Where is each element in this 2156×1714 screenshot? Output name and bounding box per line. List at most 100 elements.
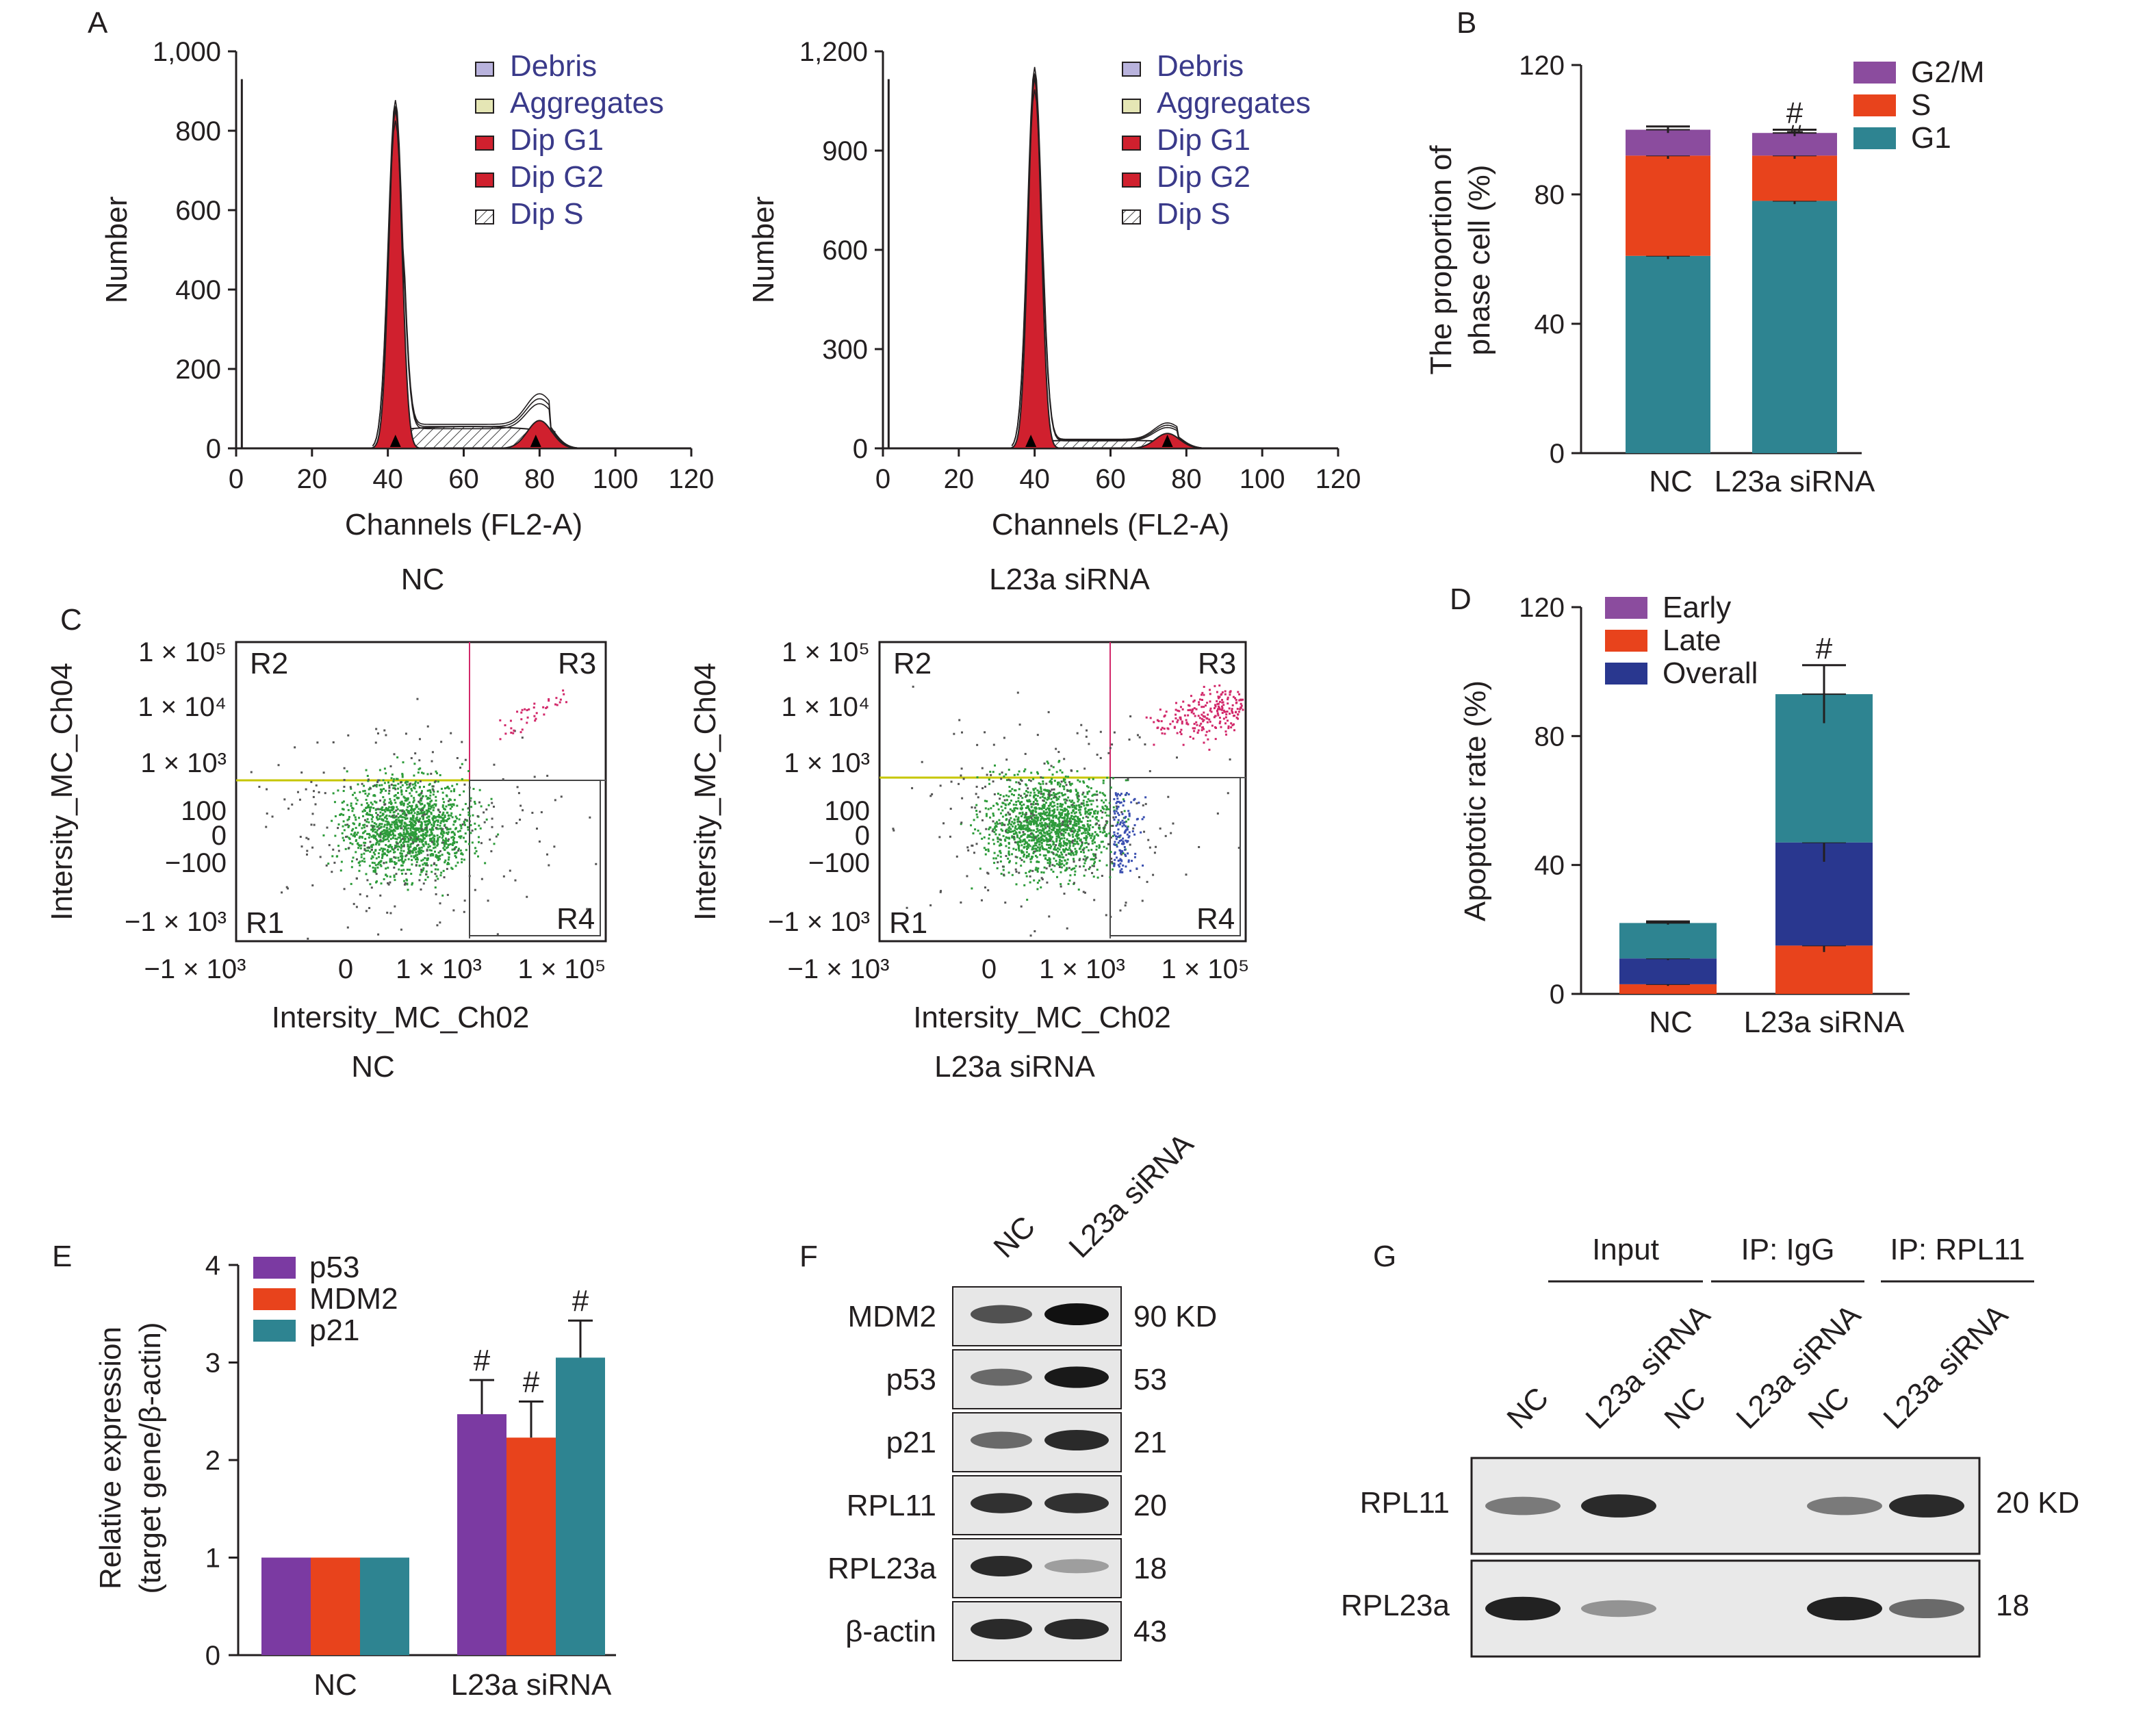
event-dot — [1069, 874, 1072, 877]
event-dot — [480, 878, 483, 880]
event-dot — [385, 861, 388, 864]
event-dot — [405, 813, 408, 816]
event-dot — [432, 819, 435, 821]
event-dot — [1058, 854, 1061, 857]
event-dot — [1192, 700, 1195, 703]
event-dot — [1201, 717, 1203, 720]
event-dot — [440, 832, 443, 834]
event-dot — [398, 836, 401, 839]
event-dot — [1014, 789, 1017, 792]
event-dot — [512, 732, 515, 734]
event-dot — [1027, 855, 1030, 858]
event-dot — [1077, 800, 1079, 803]
event-dot — [392, 851, 395, 854]
event-dot — [1104, 834, 1107, 837]
event-dot — [378, 840, 381, 843]
event-dot — [333, 801, 336, 804]
event-dot — [428, 803, 431, 806]
event-dot — [405, 823, 408, 826]
event-dot — [1031, 809, 1034, 812]
event-dot — [346, 819, 349, 821]
event-dot — [389, 860, 392, 863]
event-dot — [441, 806, 444, 808]
event-dot — [1048, 827, 1051, 830]
event-dot — [1033, 821, 1036, 824]
event-dot — [1008, 852, 1010, 855]
event-dot — [1053, 815, 1056, 817]
event-dot — [1124, 793, 1127, 796]
event-dot — [1125, 779, 1127, 782]
event-dot — [1049, 790, 1052, 793]
event-dot — [1050, 782, 1053, 785]
x-tick-label: 100 — [1240, 464, 1285, 494]
event-dot — [1057, 781, 1060, 784]
event-dot — [1167, 795, 1170, 798]
event-dot — [444, 861, 446, 864]
event-dot — [1036, 839, 1038, 841]
event-dot — [1034, 819, 1036, 822]
event-dot — [450, 790, 452, 793]
event-dot — [1036, 882, 1039, 884]
event-dot — [1037, 867, 1040, 870]
event-dot — [1016, 828, 1018, 830]
event-dot — [1080, 850, 1083, 853]
blot-band — [1485, 1596, 1561, 1621]
event-dot — [1078, 830, 1081, 832]
event-dot — [428, 828, 431, 831]
event-dot — [1209, 709, 1211, 712]
lane-label: NC — [1658, 1381, 1712, 1435]
event-dot — [939, 784, 942, 787]
event-dot — [1034, 869, 1037, 871]
event-dot — [403, 840, 406, 843]
event-dot — [1231, 711, 1233, 714]
event-dot — [363, 860, 366, 863]
event-dot — [413, 763, 416, 765]
event-dot — [374, 869, 376, 871]
event-dot — [291, 803, 294, 806]
event-dot — [1070, 801, 1073, 804]
event-dot — [1052, 823, 1055, 826]
event-dot — [1029, 860, 1032, 863]
event-dot — [331, 871, 333, 873]
event-dot — [455, 851, 458, 854]
event-dot — [1006, 799, 1009, 802]
event-dot — [976, 743, 979, 746]
event-dot — [1014, 819, 1016, 821]
event-dot — [1066, 849, 1069, 852]
event-dot — [1119, 852, 1122, 855]
event-dot — [441, 894, 444, 897]
event-dot — [1218, 708, 1220, 711]
event-dot — [491, 802, 493, 804]
event-dot — [1055, 832, 1057, 835]
event-dot — [1226, 711, 1229, 713]
event-dot — [1100, 809, 1103, 812]
event-dot — [374, 871, 376, 873]
event-dot — [1135, 867, 1138, 870]
y-tick-label: 0 — [206, 434, 221, 464]
event-dot — [1015, 815, 1018, 818]
event-dot — [1216, 691, 1218, 693]
event-dot — [382, 837, 385, 840]
event-dot — [1070, 811, 1073, 814]
event-dot — [1041, 847, 1044, 850]
event-dot — [1127, 826, 1129, 828]
event-dot — [379, 834, 382, 836]
event-dot — [467, 769, 470, 772]
event-dot — [1124, 904, 1127, 907]
event-dot — [1068, 847, 1071, 849]
event-dot — [986, 800, 988, 803]
event-dot — [1118, 800, 1120, 803]
event-dot — [411, 823, 414, 826]
event-dot — [1040, 807, 1042, 810]
event-dot — [1025, 854, 1028, 857]
event-dot — [1170, 832, 1172, 834]
event-dot — [444, 823, 446, 826]
event-dot — [361, 815, 364, 817]
event-dot — [1042, 806, 1044, 808]
event-dot — [1043, 835, 1046, 838]
event-dot — [1034, 802, 1037, 805]
event-dot — [1109, 836, 1112, 839]
event-dot — [1052, 871, 1055, 873]
event-dot — [1133, 824, 1136, 827]
event-dot — [1039, 854, 1042, 856]
